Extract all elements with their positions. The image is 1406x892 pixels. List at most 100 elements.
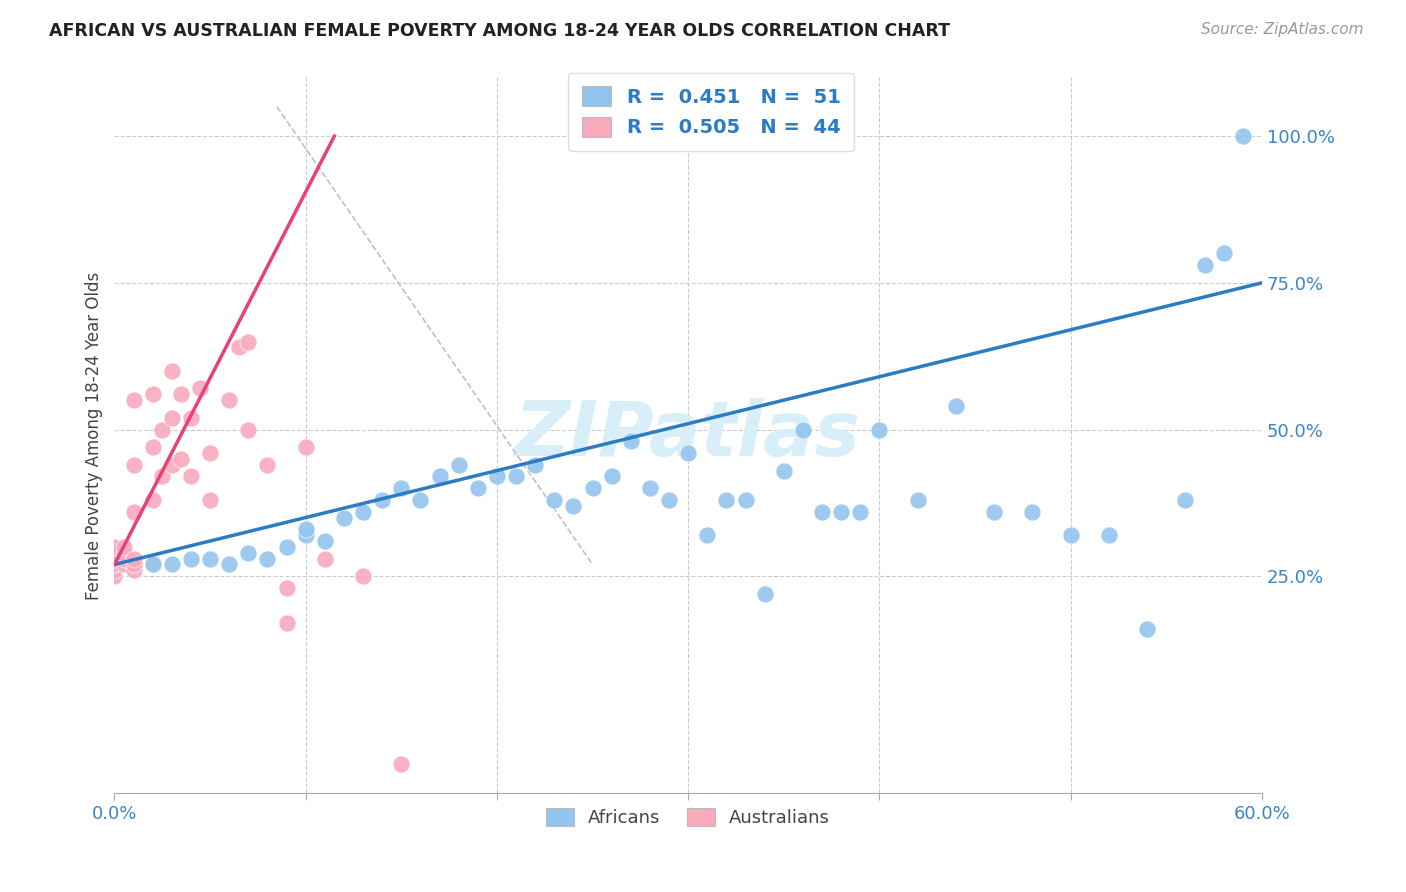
Text: ZIPatlas: ZIPatlas bbox=[515, 399, 860, 473]
Point bbox=[160, 410, 183, 425]
Point bbox=[314, 534, 336, 549]
Point bbox=[314, 551, 336, 566]
Point bbox=[792, 423, 814, 437]
Point bbox=[198, 551, 221, 566]
Legend: Africans, Australians: Africans, Australians bbox=[540, 801, 837, 834]
Point bbox=[238, 546, 260, 560]
Point bbox=[142, 387, 165, 401]
Point bbox=[238, 423, 260, 437]
Point bbox=[122, 393, 145, 408]
Point bbox=[1194, 258, 1216, 272]
Point bbox=[160, 458, 183, 472]
Point bbox=[389, 481, 412, 495]
Point bbox=[180, 469, 202, 483]
Point bbox=[238, 334, 260, 349]
Point bbox=[112, 546, 135, 560]
Point bbox=[600, 469, 623, 483]
Point bbox=[142, 558, 165, 572]
Point bbox=[150, 423, 173, 437]
Point bbox=[103, 546, 125, 560]
Point bbox=[830, 505, 852, 519]
Point bbox=[218, 558, 240, 572]
Point bbox=[581, 481, 603, 495]
Point bbox=[150, 469, 173, 483]
Point bbox=[409, 492, 432, 507]
Y-axis label: Female Poverty Among 18-24 Year Olds: Female Poverty Among 18-24 Year Olds bbox=[86, 271, 103, 599]
Point bbox=[543, 492, 565, 507]
Point bbox=[112, 558, 135, 572]
Point bbox=[218, 393, 240, 408]
Point bbox=[160, 364, 183, 378]
Point bbox=[945, 399, 967, 413]
Point bbox=[256, 458, 278, 472]
Point bbox=[276, 540, 298, 554]
Point bbox=[170, 387, 193, 401]
Text: Source: ZipAtlas.com: Source: ZipAtlas.com bbox=[1201, 22, 1364, 37]
Point bbox=[103, 558, 125, 572]
Point bbox=[103, 558, 125, 572]
Point bbox=[112, 551, 135, 566]
Point bbox=[198, 446, 221, 460]
Point bbox=[228, 340, 250, 354]
Point bbox=[716, 492, 738, 507]
Point bbox=[180, 551, 202, 566]
Point bbox=[333, 510, 356, 524]
Point bbox=[122, 458, 145, 472]
Point bbox=[122, 505, 145, 519]
Point bbox=[754, 587, 776, 601]
Point bbox=[505, 469, 527, 483]
Point bbox=[467, 481, 489, 495]
Point bbox=[849, 505, 872, 519]
Point bbox=[112, 540, 135, 554]
Point bbox=[294, 522, 316, 536]
Point bbox=[983, 505, 1005, 519]
Point bbox=[524, 458, 547, 472]
Point bbox=[868, 423, 890, 437]
Point bbox=[811, 505, 834, 519]
Point bbox=[734, 492, 756, 507]
Point bbox=[907, 492, 929, 507]
Point bbox=[371, 492, 394, 507]
Point bbox=[658, 492, 681, 507]
Point bbox=[352, 569, 374, 583]
Point bbox=[1174, 492, 1197, 507]
Point bbox=[447, 458, 470, 472]
Point bbox=[170, 451, 193, 466]
Point bbox=[1232, 129, 1254, 144]
Point bbox=[256, 551, 278, 566]
Point bbox=[676, 446, 699, 460]
Point bbox=[620, 434, 643, 449]
Point bbox=[294, 528, 316, 542]
Point bbox=[122, 558, 145, 572]
Point bbox=[142, 558, 165, 572]
Point bbox=[429, 469, 451, 483]
Point bbox=[1136, 622, 1159, 636]
Point bbox=[294, 440, 316, 454]
Point bbox=[772, 464, 794, 478]
Point bbox=[122, 551, 145, 566]
Point bbox=[1059, 528, 1081, 542]
Point bbox=[198, 492, 221, 507]
Point bbox=[190, 381, 212, 395]
Point bbox=[352, 505, 374, 519]
Point bbox=[389, 757, 412, 772]
Point bbox=[103, 540, 125, 554]
Point bbox=[103, 569, 125, 583]
Point bbox=[1021, 505, 1043, 519]
Point bbox=[142, 492, 165, 507]
Point bbox=[638, 481, 661, 495]
Point bbox=[276, 616, 298, 631]
Point bbox=[562, 499, 585, 513]
Point bbox=[276, 581, 298, 595]
Point bbox=[142, 440, 165, 454]
Point bbox=[160, 558, 183, 572]
Point bbox=[122, 563, 145, 577]
Point bbox=[103, 563, 125, 577]
Point bbox=[1098, 528, 1121, 542]
Text: AFRICAN VS AUSTRALIAN FEMALE POVERTY AMONG 18-24 YEAR OLDS CORRELATION CHART: AFRICAN VS AUSTRALIAN FEMALE POVERTY AMO… bbox=[49, 22, 950, 40]
Point bbox=[696, 528, 718, 542]
Point bbox=[103, 551, 125, 566]
Point bbox=[485, 469, 508, 483]
Point bbox=[1212, 246, 1234, 260]
Point bbox=[180, 410, 202, 425]
